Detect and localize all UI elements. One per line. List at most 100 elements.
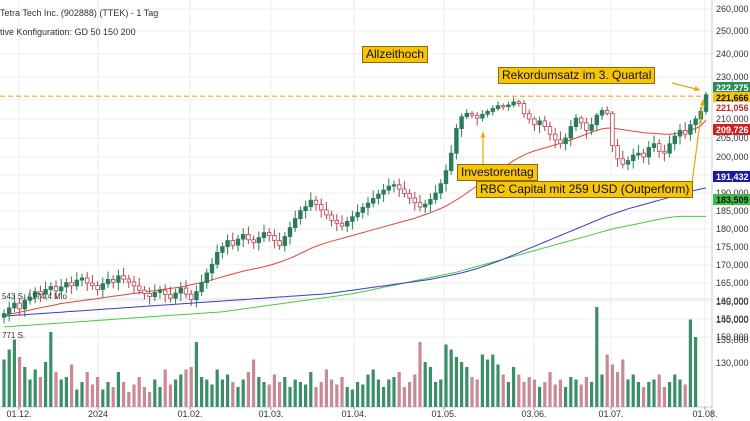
annotation-arrows [480, 82, 705, 184]
volume-bar [366, 374, 370, 407]
price-tag-bg [713, 194, 750, 205]
volume-bar [579, 384, 583, 407]
candle [474, 111, 480, 126]
candle-body [438, 183, 443, 194]
x-tick-label: 03.06. [521, 409, 546, 419]
y-tick-label: 210,000 [716, 114, 749, 124]
candle [454, 123, 459, 160]
candle-body [662, 150, 667, 154]
candle [677, 123, 683, 145]
candle-body [121, 275, 126, 280]
volume-bar [475, 379, 479, 407]
volume-bar [652, 379, 656, 407]
volume-bar [506, 382, 510, 407]
candle [381, 184, 386, 202]
candle-body [173, 292, 178, 299]
candle [261, 224, 267, 242]
candle-body [136, 285, 142, 291]
candle [376, 189, 381, 205]
y-tick-label: 150,000 [716, 332, 749, 342]
price-tag-label: 221,666 [716, 93, 749, 103]
x-tick-label: 01.02. [177, 409, 202, 419]
candle [589, 117, 594, 135]
candle [532, 116, 537, 132]
candle-body [521, 103, 527, 115]
candle-body [240, 233, 246, 240]
price-tag-bg [713, 102, 750, 113]
grid-lines [0, 0, 713, 421]
volume-bar [7, 349, 11, 407]
y-tick-label: 200,000 [716, 152, 749, 162]
price-tag-label: 209,726 [716, 125, 749, 135]
volume-bar [668, 382, 672, 407]
candle-body [292, 218, 298, 228]
candle [657, 139, 662, 158]
candle [69, 276, 74, 294]
volume-bar [231, 382, 235, 407]
y-tick-label: 205,000 [716, 133, 749, 143]
candle [318, 198, 324, 218]
candle-body [344, 221, 350, 227]
candle-body [412, 197, 417, 204]
candle [339, 215, 345, 231]
candle-body [620, 158, 625, 165]
volume-bar [158, 387, 162, 407]
y-tick-label: 250,000 [716, 26, 749, 36]
volume-bar [454, 357, 458, 407]
x-tick-label: 2024 [88, 409, 108, 419]
candle [485, 109, 490, 118]
volume-bar [501, 374, 505, 407]
volume-bar [23, 367, 27, 407]
candle-body [308, 199, 313, 208]
candle [334, 214, 339, 232]
candle [168, 286, 173, 303]
y-tick-label: 175,000 [716, 242, 749, 252]
volume-bar [402, 387, 406, 407]
candle [651, 135, 657, 153]
volume-bar [600, 374, 604, 407]
volume-bar [12, 339, 16, 407]
candle-body [443, 170, 449, 185]
candle [43, 281, 48, 299]
candle-body [573, 117, 579, 128]
volume-bar [168, 384, 172, 407]
candle-body [594, 114, 599, 126]
volume-bar [470, 377, 474, 407]
x-axis: 01.12. 2024 01.02. 01.03. 01.04. 01.05. 03.06.… [6, 407, 718, 419]
candle [527, 109, 532, 124]
volume-bar [324, 369, 328, 407]
candle [246, 226, 251, 245]
candle [22, 294, 27, 317]
candle-body [251, 239, 256, 244]
candle [308, 192, 313, 211]
candle-body [64, 282, 69, 288]
candle-body [428, 199, 433, 205]
candle-body [48, 286, 53, 290]
volume-bar [647, 382, 651, 407]
volume-bars [2, 307, 698, 407]
volume-bar [174, 379, 178, 407]
candle-body [318, 204, 324, 211]
volume-bar [153, 379, 157, 407]
candle [282, 232, 287, 252]
volume-bar [205, 379, 209, 407]
volume-bar [163, 369, 167, 407]
x-tick-label: 01.08. [692, 409, 717, 419]
candle [220, 242, 225, 259]
candle-body [126, 278, 131, 283]
candle-body [261, 232, 267, 239]
volume-bar [491, 354, 495, 407]
volume-bar [142, 387, 146, 407]
candle-body [100, 283, 105, 290]
x-tick-label: 01.05. [431, 409, 456, 419]
candle-body [365, 202, 371, 208]
volume-bar [428, 367, 432, 407]
candle-body [516, 101, 521, 104]
volume-bar [678, 379, 682, 407]
volume-bar [288, 387, 292, 407]
candle-body [147, 293, 152, 298]
candle-body [152, 291, 157, 298]
candle-body [511, 101, 516, 106]
candle-body [422, 203, 428, 208]
